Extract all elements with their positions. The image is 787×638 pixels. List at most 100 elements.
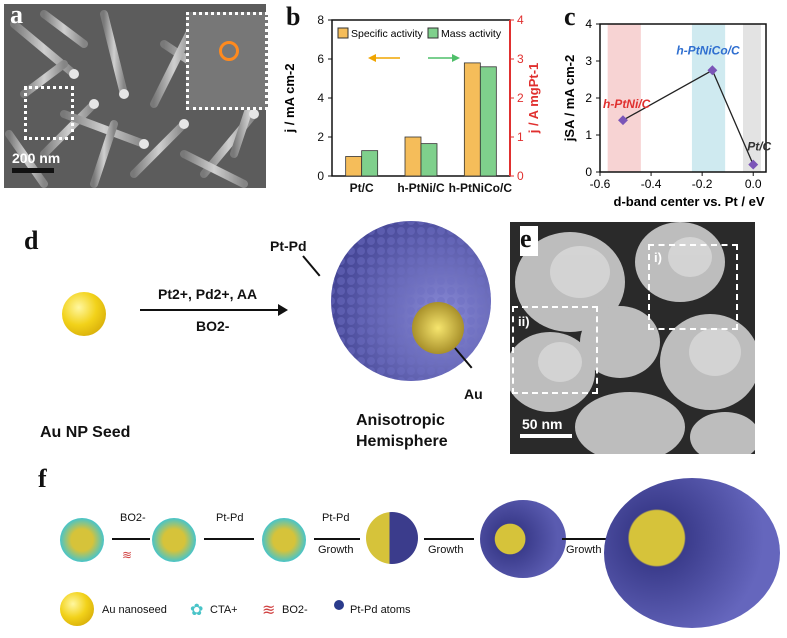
y-tick-label: 0 [585, 165, 592, 179]
bar-mass-activity [420, 143, 438, 177]
panel-a-letter: a [10, 0, 23, 29]
highlight-band [607, 24, 641, 172]
right-axis-title: j / A mgPt-1 [526, 63, 541, 135]
scale-bar-a-label: 200 nm [12, 150, 61, 166]
legend-arrowhead-left-icon [368, 54, 376, 62]
dband-scatter-chart: 0 1 2 3 4 -0.6 -0.4 -0.2 0.0 h-PtNi/C h-PtNiCo/C Pt… [562, 17, 772, 209]
bar-mass-activity [479, 66, 497, 177]
point-label: h-PtNi/C [603, 97, 651, 111]
reaction-arrow [140, 309, 282, 311]
step2-arrow [204, 538, 254, 540]
bar-specific-activity [463, 62, 481, 177]
au-label: Au [464, 386, 483, 402]
x-category-label: Pt/C [350, 181, 374, 195]
panel-e-letter: e [520, 226, 538, 256]
legend-au-icon [60, 592, 94, 626]
ptpd-pointer [302, 255, 321, 277]
activity-bar-chart: 0 2 4 6 8 0 1 2 3 4 Pt/C h-PtNi/C h-PtNiCo/C j / mA c… [282, 13, 541, 195]
stage2-particle [152, 518, 196, 562]
final-hemisphere [604, 478, 780, 628]
bar-mass-activity [361, 150, 379, 177]
legend-cta-label: CTA+ [210, 604, 238, 616]
bar-specific-activity [345, 156, 363, 177]
step5-arrow [562, 538, 612, 540]
legend-ptpd-label: Pt-Pd atoms [350, 604, 411, 616]
highlight-band [743, 24, 761, 172]
y-tick-label: 4 [585, 17, 592, 31]
zoom-box-i-label: i) [654, 250, 662, 265]
y-tick-label: 1 [585, 128, 592, 142]
step1-label: BO2- [120, 512, 146, 524]
step4-label: Growth [428, 544, 464, 556]
panel-b-letter: b [286, 2, 301, 31]
right-tick-label: 3 [517, 52, 524, 66]
x-category-label: h-PtNi/C [397, 181, 445, 195]
scale-bar-e [520, 434, 572, 438]
step3-top-label: Pt-Pd [322, 512, 350, 524]
step3-arrow [314, 538, 360, 540]
zoom-inset [186, 12, 268, 110]
panel-f-letter: f [38, 464, 47, 493]
legend-swatch-specific [337, 27, 349, 39]
step3-bottom-label: Growth [318, 544, 354, 556]
legend-arrowhead-right-icon [452, 54, 460, 62]
seed-label: Au NP Seed [40, 424, 131, 441]
step2-label: Pt-Pd [216, 512, 244, 524]
highlight-band [691, 24, 726, 172]
stage4-particle [366, 512, 418, 564]
x-axis-title: d-band center vs. Pt / eV [614, 194, 765, 209]
y-tick-label: 2 [585, 91, 592, 105]
left-tick-label: 0 [317, 169, 324, 183]
legend-bo2-label: BO2- [282, 604, 308, 616]
scale-bar-a [12, 168, 54, 173]
x-tick-label: -0.2 [692, 177, 713, 191]
bar-specific-activity [404, 136, 422, 177]
stage1-particle [60, 518, 104, 562]
bo2-squiggle-icon: ≋ [122, 548, 133, 562]
left-tick-label: 4 [317, 91, 324, 105]
step4-arrow [424, 538, 474, 540]
legend-au-label: Au nanoseed [102, 604, 167, 616]
y-tick-label: 3 [585, 54, 592, 68]
legend-text-mass: Mass activity [441, 28, 502, 40]
step5-label: Growth [566, 544, 602, 556]
x-tick-label: 0.0 [745, 177, 762, 191]
panel-d-letter: d [24, 226, 39, 255]
reagents-top: Pt2+, Pd2+, AA [158, 286, 258, 302]
reagents-bottom: BO2- [196, 318, 230, 334]
stage3-particle [262, 518, 306, 562]
product-label-line2: Hemisphere [356, 433, 448, 450]
right-tick-label: 0 [517, 169, 524, 183]
legend-ptpd-icon [334, 600, 344, 610]
zoom-region-box [24, 86, 74, 140]
stage5-particle [480, 500, 566, 578]
zoom-box-ii [512, 306, 598, 394]
left-tick-label: 8 [317, 13, 324, 27]
point-label: Pt/C [747, 140, 771, 154]
legend-text-specific: Specific activity [351, 28, 424, 40]
left-tick-label: 6 [317, 52, 324, 66]
ptpd-label: Pt-Pd [270, 238, 307, 254]
left-axis-title: j / mA cm-2 [282, 64, 297, 134]
connecting-line [622, 69, 754, 165]
point-label: h-PtNiCo/C [676, 43, 740, 57]
scale-bar-e-label: 50 nm [522, 416, 563, 432]
right-tick-label: 2 [517, 91, 524, 105]
highlight-circle [219, 41, 239, 61]
left-tick-label: 2 [317, 130, 324, 144]
x-category-label: h-PtNiCo/C [449, 181, 513, 195]
y-axis-title: jSA / mA cm-2 [562, 55, 577, 142]
step1-arrow [112, 538, 150, 540]
legend-cta-icon: ✿ [190, 602, 204, 619]
product-label-line1: Anisotropic [356, 412, 445, 429]
hemisphere-illustration [331, 221, 491, 381]
panel-c-letter: c [564, 2, 576, 31]
x-tick-label: -0.6 [590, 177, 611, 191]
legend-bo2-icon: ≋ [262, 602, 276, 619]
au-seed-sphere [62, 292, 106, 336]
legend-swatch-mass [427, 27, 439, 39]
zoom-box-ii-label: ii) [518, 314, 530, 329]
right-tick-label: 4 [517, 13, 524, 27]
zoom-box-i [648, 244, 738, 330]
reaction-arrowhead-icon [278, 304, 288, 316]
